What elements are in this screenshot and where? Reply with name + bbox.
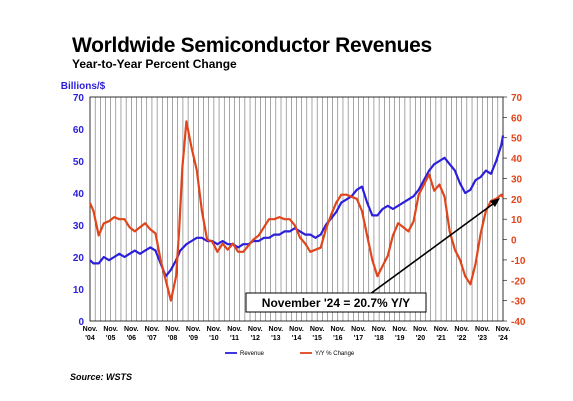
x-tick-label-month: Nov. bbox=[227, 326, 242, 333]
x-tick-label-month: Nov. bbox=[207, 326, 222, 333]
chart-title: Worldwide Semiconductor Revenues bbox=[72, 34, 432, 57]
x-tick-label-month: Nov. bbox=[454, 326, 469, 333]
x-tick-label-month: Nov. bbox=[475, 326, 490, 333]
right-tick-label: 10 bbox=[511, 215, 523, 226]
x-tick-label-year: '06 bbox=[127, 335, 137, 342]
right-tick-label: 50 bbox=[511, 134, 523, 145]
x-tick-label-year: '18 bbox=[374, 335, 384, 342]
x-tick-label-year: '05 bbox=[106, 335, 116, 342]
left-tick-label: 60 bbox=[73, 125, 85, 136]
x-tick-label-year: '17 bbox=[354, 335, 364, 342]
annotation-label: November '24 = 20.7% Y/Y bbox=[262, 296, 410, 310]
left-tick-label: 20 bbox=[73, 253, 85, 264]
x-tick-label-year: '21 bbox=[436, 335, 446, 342]
right-tick-label: -20 bbox=[511, 276, 526, 287]
x-tick-label-month: Nov. bbox=[269, 326, 284, 333]
x-tick-label-month: Nov. bbox=[413, 326, 428, 333]
x-tick-label-year: '22 bbox=[457, 335, 467, 342]
legend: Revenue Y/Y % Change bbox=[225, 351, 355, 357]
x-tick-label-year: '09 bbox=[189, 335, 199, 342]
x-tick-label-month: Nov. bbox=[351, 326, 366, 333]
right-tick-label: -10 bbox=[511, 256, 526, 267]
right-tick-label: -40 bbox=[511, 317, 526, 328]
legend-label: Revenue bbox=[240, 351, 265, 357]
x-tick-label-month: Nov. bbox=[434, 326, 449, 333]
x-tick-label-month: Nov. bbox=[330, 326, 345, 333]
right-tick-label: 70 bbox=[511, 93, 523, 104]
left-tick-label: 0 bbox=[78, 317, 84, 328]
x-tick-label-month: Nov. bbox=[145, 326, 160, 333]
x-tick-label-month: Nov. bbox=[289, 326, 304, 333]
right-axis: -40 -30 -20 -10 0 10 20 30 40 50 60 70 bbox=[503, 93, 526, 328]
x-tick-label-year: '23 bbox=[478, 335, 488, 342]
x-tick-label-year: '07 bbox=[147, 335, 157, 342]
x-tick-label-month: Nov. bbox=[372, 326, 387, 333]
x-tick-label-month: Nov. bbox=[248, 326, 263, 333]
chart-subtitle: Year-to-Year Percent Change bbox=[72, 57, 237, 71]
left-tick-label: 30 bbox=[73, 221, 85, 232]
annotation-box bbox=[245, 292, 427, 313]
annotation-arrowhead bbox=[490, 198, 500, 207]
source-note: Source: WSTS bbox=[70, 372, 133, 382]
right-tick-label: 60 bbox=[511, 113, 523, 124]
x-tick-label-year: '12 bbox=[250, 335, 260, 342]
x-tick-label-year: '24 bbox=[498, 335, 508, 342]
right-tick-label: 30 bbox=[511, 174, 523, 185]
x-tick-label-month: Nov. bbox=[392, 326, 407, 333]
x-tick-label-year: '16 bbox=[333, 335, 343, 342]
legend-label: Y/Y % Change bbox=[315, 351, 355, 357]
series-lines bbox=[88, 120, 505, 302]
x-tick-label-month: Nov. bbox=[83, 326, 98, 333]
right-tick-label: 40 bbox=[511, 154, 523, 165]
left-tick-label: 40 bbox=[73, 189, 85, 200]
x-tick-label-month: Nov. bbox=[496, 326, 511, 333]
series-line-y-y-change bbox=[88, 120, 504, 302]
left-axis: Billions/$ 0 10 20 30 40 50 60 70 bbox=[61, 81, 106, 328]
right-tick-label: 0 bbox=[511, 236, 517, 247]
left-tick-label: 70 bbox=[73, 93, 85, 104]
right-tick-label: 20 bbox=[511, 195, 523, 206]
x-tick-label-year: '19 bbox=[395, 335, 405, 342]
x-tick-label-year: '04 bbox=[85, 335, 95, 342]
x-tick-label-year: '15 bbox=[312, 335, 322, 342]
x-tick-label-year: '11 bbox=[230, 335, 239, 342]
x-tick-label-month: Nov. bbox=[186, 326, 201, 333]
left-axis-label: Billions/$ bbox=[61, 81, 106, 92]
x-tick-label-month: Nov. bbox=[124, 326, 139, 333]
plot-frame bbox=[89, 96, 504, 322]
left-tick-label: 50 bbox=[73, 157, 85, 168]
x-tick-label-year: '20 bbox=[416, 335, 426, 342]
x-tick-label-month: Nov. bbox=[103, 326, 118, 333]
left-tick-label: 10 bbox=[73, 285, 85, 296]
x-axis: Nov. '04 Nov. '05 Nov. '06 Nov. '07 Nov. '08 Nov. '… bbox=[83, 326, 511, 342]
x-tick-label-month: Nov. bbox=[310, 326, 325, 333]
vertical-grid bbox=[94, 97, 499, 321]
right-tick-label: -30 bbox=[511, 297, 526, 308]
x-tick-label-year: '10 bbox=[209, 335, 219, 342]
x-tick-label-year: '13 bbox=[271, 335, 281, 342]
x-tick-label-month: Nov. bbox=[165, 326, 180, 333]
x-tick-label-year: '14 bbox=[292, 335, 302, 342]
annotation-arrow-line bbox=[365, 200, 498, 298]
x-tick-label-year: '08 bbox=[168, 335, 178, 342]
